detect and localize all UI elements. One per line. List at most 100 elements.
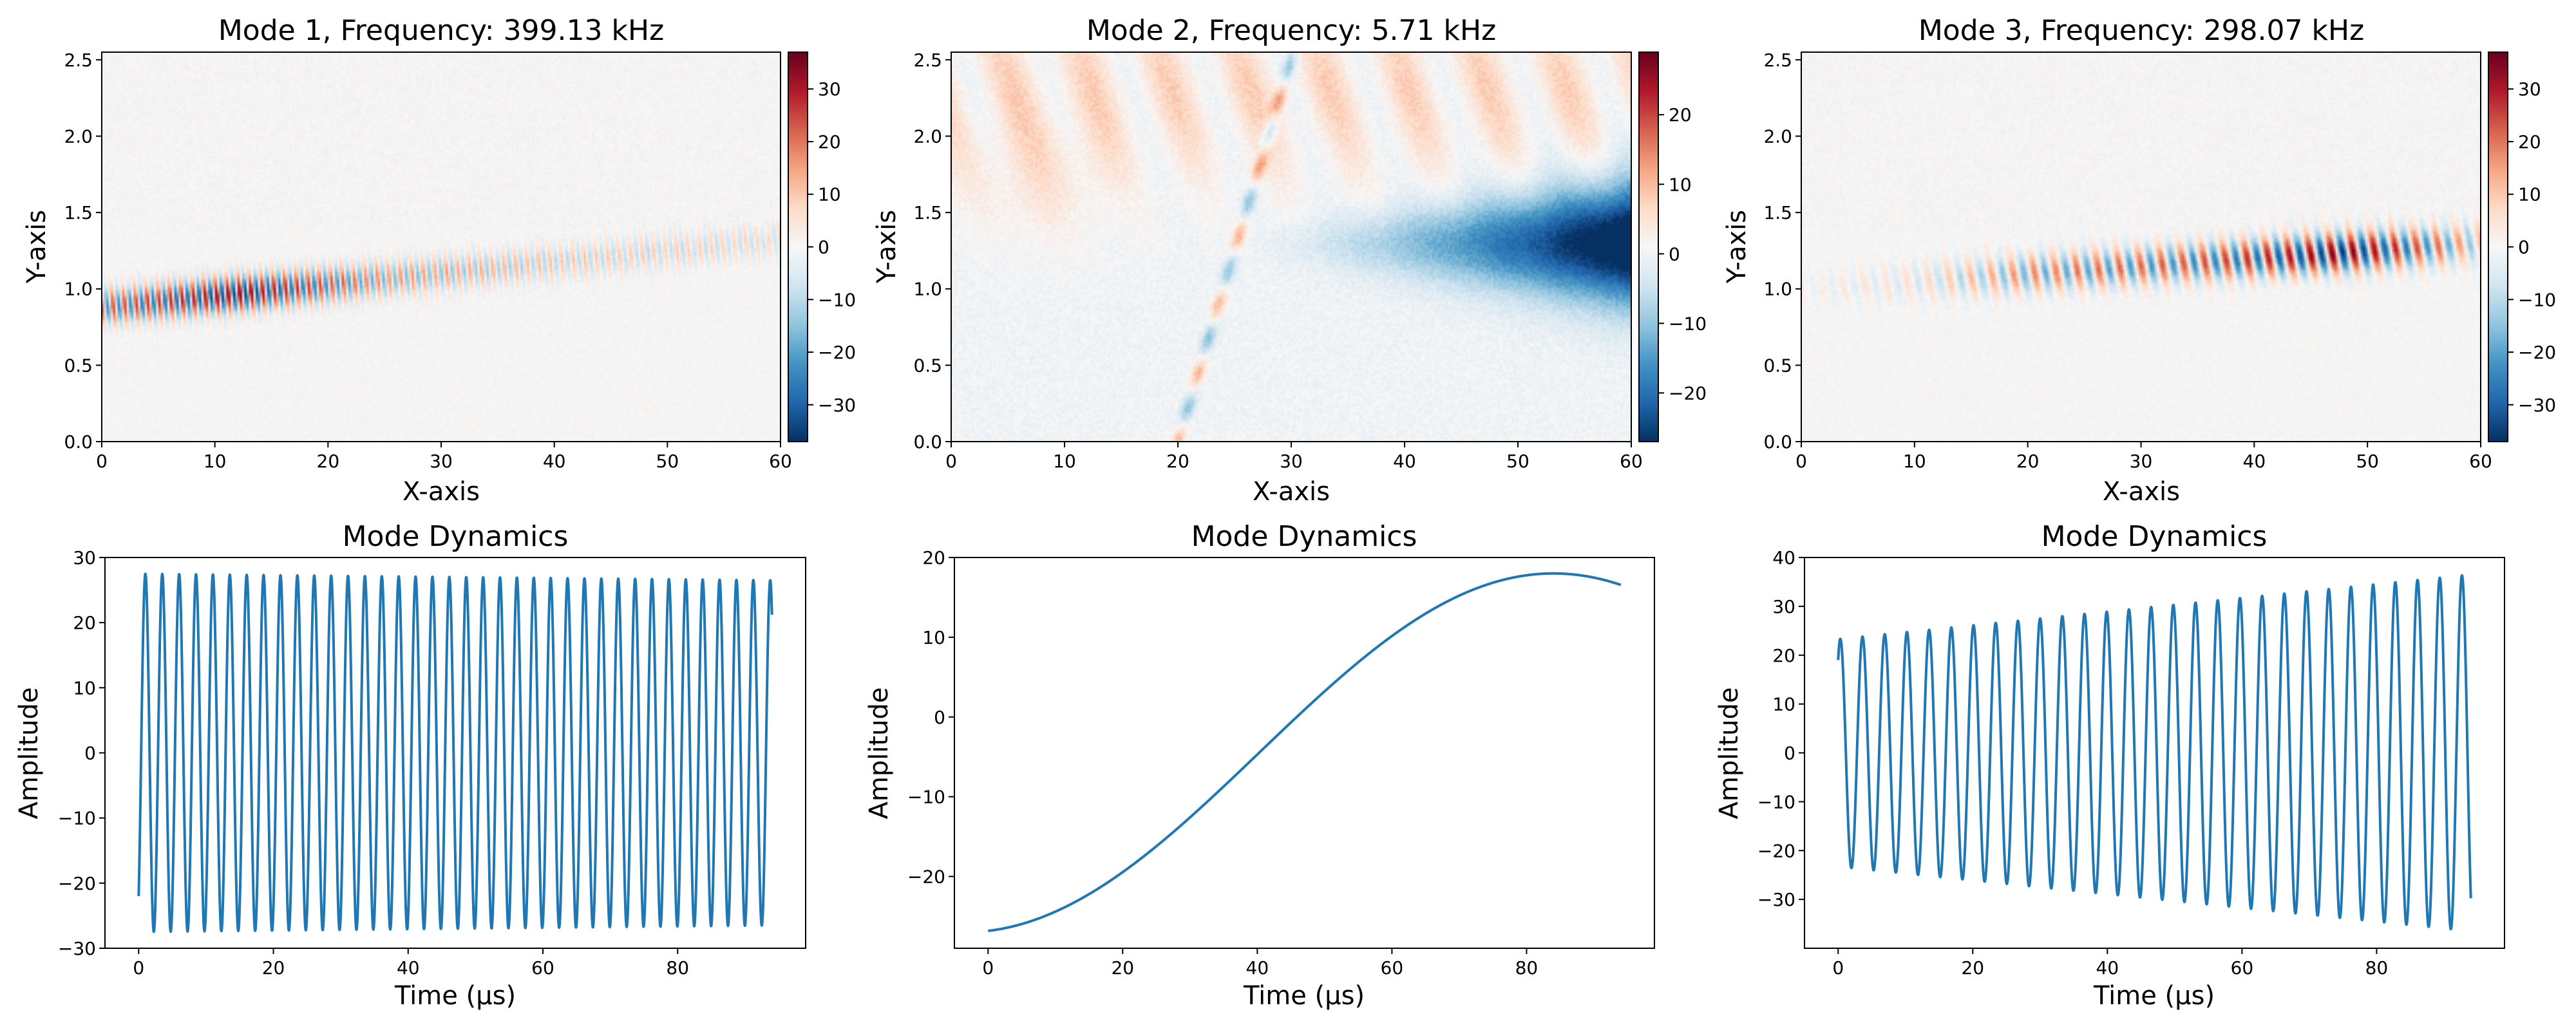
colorbar-tick-label: 0 bbox=[1669, 243, 1680, 265]
line-2-frame bbox=[954, 557, 1655, 949]
heatmap-panel-3: Mode 3, Frequency: 298.07 kHz 0 10 20 30 40 5… bbox=[1722, 14, 2556, 507]
x-tick-label: 20 bbox=[1111, 957, 1134, 979]
y-tick-label: −10 bbox=[1757, 791, 1795, 812]
x-tick-label: 80 bbox=[2365, 957, 2389, 979]
line-1-series bbox=[137, 572, 773, 933]
heatmap-2-ylabel: Y-axis bbox=[872, 210, 902, 284]
line-2-xlabel: Time (μs) bbox=[1243, 981, 1365, 1011]
line-1-yticks: 30 20 10 0 −10 −20 −30 bbox=[58, 547, 105, 959]
x-tick-label: 10 bbox=[204, 451, 227, 472]
heatmap-3-yticks: 0.0 0.5 1.0 1.5 2.0 2.5 bbox=[1763, 50, 1801, 453]
y-tick-label: −30 bbox=[1757, 889, 1795, 910]
colorbar-tick-label: −10 bbox=[2518, 289, 2556, 310]
line-3-title: Mode Dynamics bbox=[2041, 520, 2268, 553]
y-tick-label: 0.0 bbox=[1763, 431, 1792, 453]
y-tick-label: 10 bbox=[73, 677, 96, 698]
x-tick-label: 0 bbox=[133, 957, 144, 979]
heatmap-2-title: Mode 2, Frequency: 5.71 kHz bbox=[1086, 14, 1496, 47]
colorbar-tick-label: −10 bbox=[1669, 313, 1707, 334]
colorbar-tick-label: −20 bbox=[818, 342, 856, 363]
colorbar-tick-label: −20 bbox=[2518, 342, 2556, 363]
y-tick-label: 0 bbox=[934, 707, 945, 728]
heatmap-2-xlabel: X-axis bbox=[1253, 477, 1330, 507]
colorbar-tick-label: 30 bbox=[818, 79, 841, 100]
x-tick-label: 0 bbox=[1795, 451, 1807, 472]
x-tick-label: 60 bbox=[2469, 451, 2492, 472]
x-tick-label: 80 bbox=[1515, 957, 1539, 979]
heatmap-1-xlabel: X-axis bbox=[402, 477, 480, 507]
colorbar-2-ticks: 20 10 0 −10 −20 bbox=[1658, 104, 1707, 404]
line-1-xticks: 0 20 40 60 80 bbox=[133, 948, 689, 979]
x-tick-label: 50 bbox=[1506, 451, 1530, 472]
y-tick-label: 2.0 bbox=[913, 126, 942, 147]
x-tick-label: 40 bbox=[2243, 451, 2266, 472]
heatmap-panel-1: Mode 1, Frequency: 399.13 kHz 0 10 20 30 40 5… bbox=[22, 14, 856, 507]
line-2-series bbox=[987, 572, 1622, 933]
y-tick-label: −30 bbox=[58, 938, 96, 959]
y-tick-label: 40 bbox=[1772, 547, 1795, 568]
y-tick-label: 0 bbox=[84, 743, 96, 764]
x-tick-label: 10 bbox=[1903, 451, 1926, 472]
heatmap-panel-2: Mode 2, Frequency: 5.71 kHz 0 10 20 30 40 50 6… bbox=[872, 14, 1707, 507]
colorbar-tick-label: 20 bbox=[2518, 131, 2541, 153]
heatmap-3-xticks: 0 10 20 30 40 50 60 bbox=[1795, 442, 2492, 472]
heatmap-1-ylabel: Y-axis bbox=[22, 210, 52, 284]
heatmap-1-yticks: 0.0 0.5 1.0 1.5 2.0 2.5 bbox=[64, 50, 102, 453]
y-tick-label: 0.5 bbox=[913, 355, 942, 376]
line-panel-2: Mode Dynamics 0 20 40 60 80 20 10 0 −10 −20 Time… bbox=[864, 520, 1655, 1011]
line-1-title: Mode Dynamics bbox=[343, 520, 569, 553]
heatmap-3-image bbox=[1801, 52, 2481, 442]
y-tick-label: −20 bbox=[1757, 840, 1795, 861]
y-tick-label: 0.5 bbox=[1763, 355, 1792, 376]
heatmap-1-title: Mode 1, Frequency: 399.13 kHz bbox=[218, 14, 664, 47]
x-tick-label: 60 bbox=[1620, 451, 1643, 472]
x-tick-label: 20 bbox=[317, 451, 340, 472]
x-tick-label: 30 bbox=[1280, 451, 1303, 472]
x-tick-label: 40 bbox=[2096, 957, 2119, 979]
y-tick-label: 1.5 bbox=[64, 202, 93, 223]
x-tick-label: 10 bbox=[1053, 451, 1076, 472]
y-tick-label: 2.5 bbox=[1763, 50, 1792, 71]
colorbar-tick-label: 0 bbox=[818, 237, 829, 258]
x-tick-label: 0 bbox=[1832, 957, 1844, 979]
colorbar-tick-label: −30 bbox=[2518, 395, 2556, 416]
colorbar-3-ticks: 30 20 10 0 −10 −20 −30 bbox=[2508, 79, 2556, 416]
x-tick-label: 60 bbox=[1381, 957, 1404, 979]
colorbar-3 bbox=[2488, 52, 2508, 442]
colorbar-tick-label: 10 bbox=[2518, 184, 2541, 205]
colorbar-1-ticks: 30 20 10 0 −10 −20 −30 bbox=[808, 79, 856, 416]
x-tick-label: 20 bbox=[262, 957, 285, 979]
line-3-xlabel: Time (μs) bbox=[2093, 981, 2215, 1011]
x-tick-label: 40 bbox=[1393, 451, 1416, 472]
line-2-title: Mode Dynamics bbox=[1191, 520, 1417, 553]
x-tick-label: 30 bbox=[430, 451, 453, 472]
x-tick-label: 40 bbox=[397, 957, 420, 979]
line-2-ylabel: Amplitude bbox=[864, 688, 894, 819]
x-tick-label: 0 bbox=[945, 451, 957, 472]
y-tick-label: 1.0 bbox=[1763, 279, 1792, 300]
heatmap-1-xticks: 0 10 20 30 40 50 60 bbox=[96, 442, 792, 472]
y-tick-label: −10 bbox=[907, 787, 945, 808]
x-tick-label: 0 bbox=[982, 957, 994, 979]
x-tick-label: 40 bbox=[543, 451, 566, 472]
heatmap-3-xlabel: X-axis bbox=[2103, 477, 2180, 507]
y-tick-label: 20 bbox=[1772, 645, 1795, 666]
y-tick-label: 2.0 bbox=[1763, 126, 1792, 147]
colorbar-tick-label: 20 bbox=[818, 131, 841, 153]
y-tick-label: 0.5 bbox=[64, 355, 93, 376]
y-tick-label: 10 bbox=[922, 627, 945, 648]
heatmap-2-image bbox=[951, 52, 1631, 442]
y-tick-label: 2.5 bbox=[64, 50, 93, 71]
heatmap-2-yticks: 0.0 0.5 1.0 1.5 2.0 2.5 bbox=[913, 50, 951, 453]
x-tick-label: 50 bbox=[656, 451, 679, 472]
y-tick-label: 2.5 bbox=[913, 50, 942, 71]
heatmap-3-ylabel: Y-axis bbox=[1722, 210, 1752, 284]
y-tick-label: 0 bbox=[1784, 743, 1795, 764]
heatmap-3-title: Mode 3, Frequency: 298.07 kHz bbox=[1918, 14, 2364, 47]
line-3-series bbox=[1837, 574, 2472, 931]
line-3-frame bbox=[1804, 557, 2505, 949]
x-tick-label: 60 bbox=[769, 451, 792, 472]
y-tick-label: −20 bbox=[58, 873, 96, 894]
y-tick-label: 0.0 bbox=[64, 431, 93, 453]
